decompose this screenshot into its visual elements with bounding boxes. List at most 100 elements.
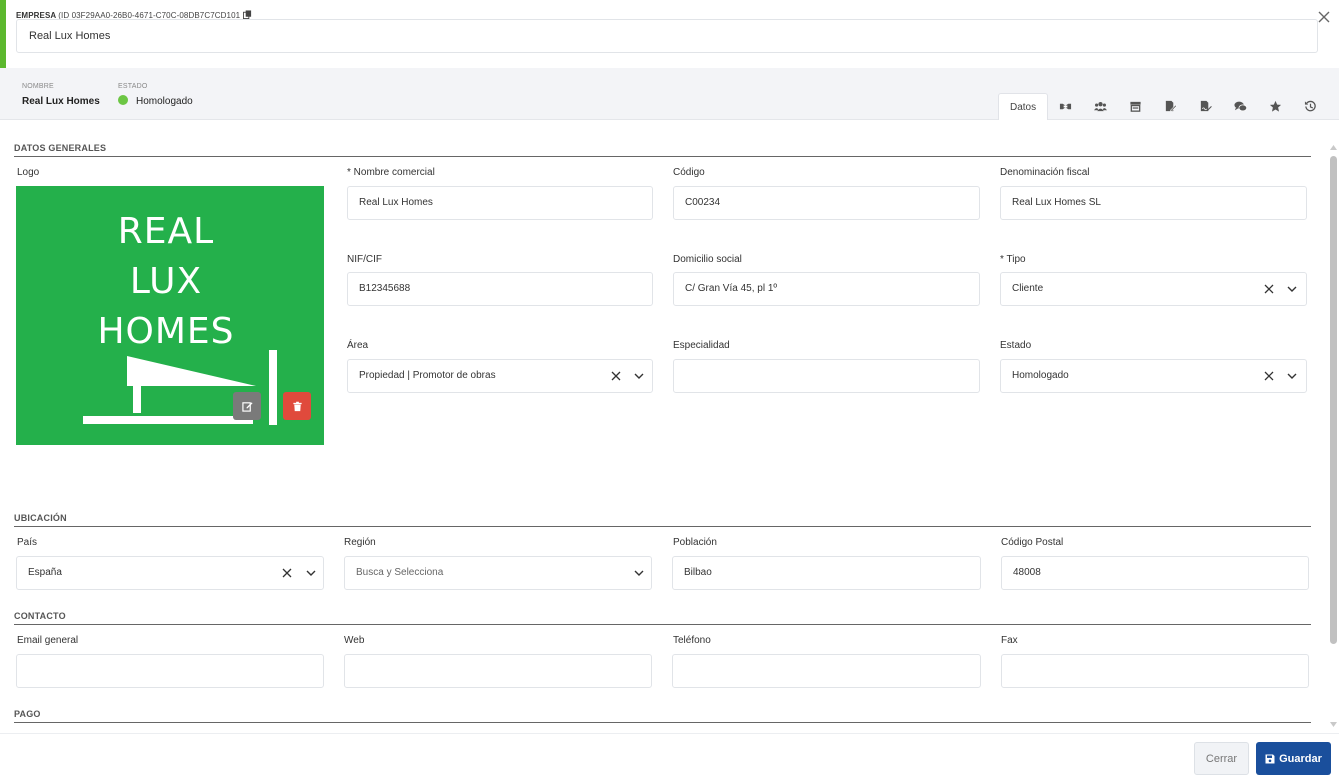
pais-clear[interactable] xyxy=(281,557,293,589)
tab-contracts[interactable] xyxy=(1188,93,1223,120)
tab-relations[interactable] xyxy=(1048,93,1083,120)
pais-label: País xyxy=(17,537,38,548)
estado-value: Homologado xyxy=(1012,370,1069,381)
nombre-comercial-label: * Nombre comercial xyxy=(347,167,435,178)
section-title-pago: PAGO xyxy=(14,709,41,719)
region-label: Región xyxy=(344,537,376,548)
denominacion-fiscal-input[interactable]: Real Lux Homes SL xyxy=(1000,186,1307,220)
scroll-up-icon[interactable] xyxy=(1330,144,1337,150)
codigo-label: Código xyxy=(673,167,705,178)
save-button[interactable]: Guardar xyxy=(1256,742,1331,775)
chevron-down-icon xyxy=(1287,373,1297,379)
clear-icon xyxy=(282,568,292,578)
area-dropdown-toggle[interactable] xyxy=(633,360,645,392)
copy-icon[interactable] xyxy=(242,10,252,19)
company-logo: REAL LUX HOMES xyxy=(16,186,324,445)
users-icon xyxy=(1094,102,1108,112)
logo-text-line-3: HOMES xyxy=(97,311,235,352)
pais-dropdown-toggle[interactable] xyxy=(305,557,317,589)
scroll-down-icon[interactable] xyxy=(1330,722,1337,728)
domicilio-label: Domicilio social xyxy=(673,254,742,265)
summary-status-value: Homologado xyxy=(136,96,193,107)
section-divider xyxy=(14,156,1311,157)
tab-comments[interactable] xyxy=(1223,93,1258,120)
trash-icon xyxy=(292,401,302,411)
tab-documents[interactable] xyxy=(1153,93,1188,120)
summary-bar: NOMBRE Real Lux Homes ESTADO Homologado … xyxy=(0,68,1339,120)
tab-contacts[interactable] xyxy=(1083,93,1118,120)
summary-status-label: ESTADO xyxy=(118,83,148,90)
codigo-postal-input[interactable]: 48008 xyxy=(1001,556,1309,590)
entity-id: (ID 03F29AA0-26B0-4671-C70C-08DB7C7CD101 xyxy=(58,11,241,20)
codigo-postal-label: Código Postal xyxy=(1001,537,1064,548)
especialidad-input[interactable] xyxy=(673,359,980,393)
save-label: Guardar xyxy=(1279,752,1322,765)
denominacion-fiscal-label: Denominación fiscal xyxy=(1000,167,1090,178)
section-divider xyxy=(14,526,1311,527)
domicilio-input[interactable]: C/ Gran Vía 45, pl 1º xyxy=(673,272,980,306)
estado-select[interactable]: Homologado xyxy=(1000,359,1307,393)
logo-text-line-1: REAL xyxy=(117,211,215,252)
accent-bar xyxy=(0,0,6,68)
logo-house-graphic xyxy=(83,350,277,425)
poblacion-label: Población xyxy=(673,537,717,548)
fax-label: Fax xyxy=(1001,635,1018,646)
close-icon[interactable] xyxy=(1317,10,1331,24)
area-clear[interactable] xyxy=(610,360,622,392)
logo-label: Logo xyxy=(17,167,40,178)
email-input[interactable] xyxy=(16,654,324,688)
history-icon xyxy=(1305,100,1316,112)
chevron-down-icon xyxy=(634,373,644,379)
fax-input[interactable] xyxy=(1001,654,1309,688)
tab-favorites[interactable] xyxy=(1258,93,1293,120)
chevron-down-icon xyxy=(1287,286,1297,292)
nombre-comercial-input[interactable]: Real Lux Homes xyxy=(347,186,653,220)
pais-value: España xyxy=(28,567,62,578)
area-select[interactable]: Propiedad | Promotor de obras xyxy=(347,359,653,393)
section-title-contacto: CONTACTO xyxy=(14,611,66,621)
region-dropdown-toggle[interactable] xyxy=(633,557,645,589)
edit-logo-button[interactable] xyxy=(233,392,261,420)
document-edit-icon xyxy=(1165,100,1178,112)
telefono-label: Teléfono xyxy=(673,635,711,646)
tab-history[interactable] xyxy=(1293,93,1328,120)
region-placeholder: Busca y Selecciona xyxy=(356,567,444,578)
scrollbar-thumb[interactable] xyxy=(1330,156,1337,644)
tipo-label: * Tipo xyxy=(1000,254,1026,265)
web-input[interactable] xyxy=(344,654,652,688)
entity-type: EMPRESA xyxy=(16,11,56,20)
entity-label: EMPRESA (ID 03F29AA0-26B0-4671-C70C-08DB… xyxy=(16,10,252,20)
delete-logo-button[interactable] xyxy=(283,392,311,420)
clear-icon xyxy=(611,371,621,381)
tipo-dropdown-toggle[interactable] xyxy=(1286,273,1298,305)
handshake-icon xyxy=(1060,103,1072,110)
codigo-input[interactable]: C00234 xyxy=(673,186,980,220)
status-dot xyxy=(118,95,128,105)
especialidad-label: Especialidad xyxy=(673,340,730,351)
tab-datos[interactable]: Datos xyxy=(998,93,1049,120)
tab-stores[interactable] xyxy=(1118,93,1153,120)
document-sign-icon xyxy=(1200,100,1212,112)
nif-input[interactable]: B12345688 xyxy=(347,272,653,306)
form-header: EMPRESA (ID 03F29AA0-26B0-4671-C70C-08DB… xyxy=(0,0,1339,68)
section-title-ubicacion: UBICACIÓN xyxy=(14,513,67,523)
scrollbar[interactable] xyxy=(1328,142,1339,734)
pais-select[interactable]: España xyxy=(16,556,324,590)
edit-icon xyxy=(241,401,253,412)
summary-name-label: NOMBRE xyxy=(22,83,54,90)
web-label: Web xyxy=(344,635,365,646)
poblacion-input[interactable]: Bilbao xyxy=(672,556,981,590)
area-value: Propiedad | Promotor de obras xyxy=(359,370,496,381)
tipo-select[interactable]: Cliente xyxy=(1000,272,1307,306)
estado-clear[interactable] xyxy=(1263,360,1275,392)
estado-dropdown-toggle[interactable] xyxy=(1286,360,1298,392)
section-title-datos-generales: DATOS GENERALES xyxy=(14,143,107,153)
company-name-input[interactable]: Real Lux Homes xyxy=(16,19,1318,53)
region-select[interactable]: Busca y Selecciona xyxy=(344,556,652,590)
telefono-input[interactable] xyxy=(672,654,981,688)
section-divider xyxy=(14,624,1311,625)
tipo-clear[interactable] xyxy=(1263,273,1275,305)
close-button[interactable]: Cerrar xyxy=(1194,742,1249,775)
area-label: Área xyxy=(347,340,369,351)
